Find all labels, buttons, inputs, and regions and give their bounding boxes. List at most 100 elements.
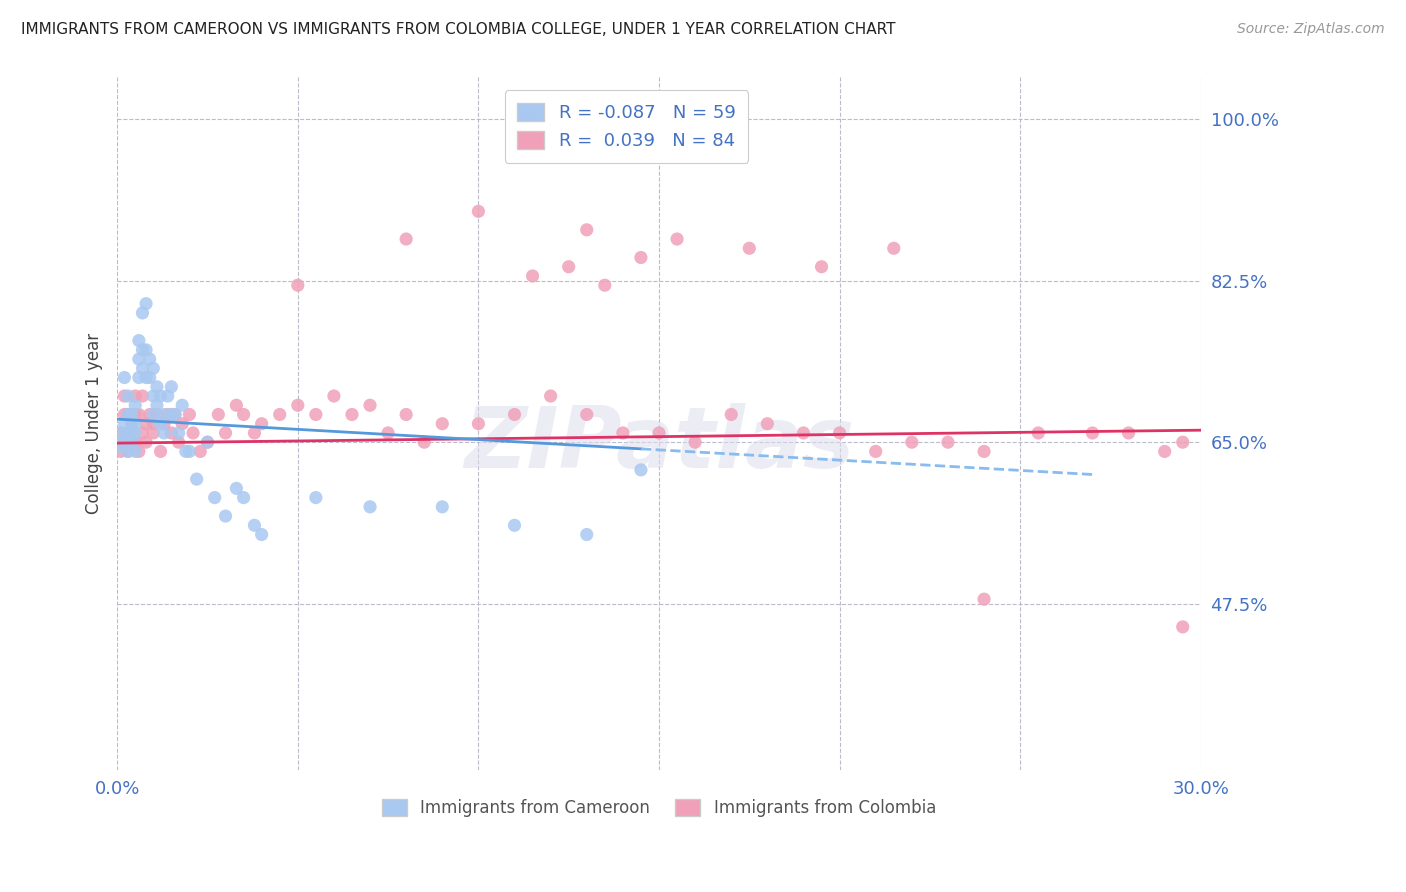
Point xyxy=(124,408,146,422)
Point xyxy=(163,408,186,422)
Point xyxy=(593,278,616,293)
Point xyxy=(377,425,399,440)
Point xyxy=(146,398,169,412)
Point xyxy=(117,389,139,403)
Point xyxy=(243,425,266,440)
Point xyxy=(305,408,328,422)
Point xyxy=(359,500,381,514)
Point xyxy=(117,444,139,458)
Point xyxy=(117,408,139,422)
Point xyxy=(179,408,201,422)
Point xyxy=(110,425,132,440)
Point xyxy=(110,425,132,440)
Point xyxy=(395,408,418,422)
Point xyxy=(305,491,328,505)
Point xyxy=(160,425,183,440)
Point xyxy=(503,518,526,533)
Point xyxy=(128,352,150,367)
Point xyxy=(197,435,219,450)
Point xyxy=(865,444,887,458)
Point xyxy=(131,361,153,376)
Y-axis label: College, Under 1 year: College, Under 1 year xyxy=(86,333,103,515)
Point xyxy=(522,268,544,283)
Point xyxy=(720,408,742,422)
Text: Source: ZipAtlas.com: Source: ZipAtlas.com xyxy=(1237,22,1385,37)
Point xyxy=(630,251,652,265)
Point xyxy=(121,435,143,450)
Point xyxy=(153,417,176,431)
Point xyxy=(163,408,186,422)
Point xyxy=(135,343,157,357)
Point xyxy=(287,278,309,293)
Point xyxy=(179,444,201,458)
Point xyxy=(167,435,190,450)
Point xyxy=(666,232,689,246)
Point xyxy=(121,417,143,431)
Point xyxy=(1026,425,1049,440)
Point xyxy=(575,223,598,237)
Point xyxy=(124,435,146,450)
Point xyxy=(214,425,236,440)
Point xyxy=(131,389,153,403)
Point xyxy=(432,500,454,514)
Point xyxy=(287,398,309,412)
Point xyxy=(243,518,266,533)
Point xyxy=(188,444,211,458)
Point xyxy=(149,417,172,431)
Point xyxy=(738,241,761,255)
Point xyxy=(156,389,179,403)
Point xyxy=(135,435,157,450)
Point xyxy=(1171,620,1194,634)
Point xyxy=(117,444,139,458)
Point xyxy=(112,417,135,431)
Point xyxy=(112,389,135,403)
Point xyxy=(142,408,165,422)
Point xyxy=(128,334,150,348)
Point xyxy=(756,417,779,431)
Point xyxy=(117,425,139,440)
Point xyxy=(232,491,254,505)
Point xyxy=(225,481,247,495)
Point xyxy=(395,232,418,246)
Point xyxy=(467,417,489,431)
Point xyxy=(181,425,204,440)
Point xyxy=(630,463,652,477)
Point xyxy=(225,398,247,412)
Point xyxy=(575,527,598,541)
Point xyxy=(973,444,995,458)
Point xyxy=(167,425,190,440)
Point xyxy=(557,260,579,274)
Point xyxy=(128,444,150,458)
Point xyxy=(250,417,273,431)
Point xyxy=(142,417,165,431)
Point xyxy=(121,425,143,440)
Point xyxy=(112,435,135,450)
Point xyxy=(124,417,146,431)
Point xyxy=(131,343,153,357)
Point xyxy=(153,425,176,440)
Point xyxy=(250,527,273,541)
Point xyxy=(467,204,489,219)
Point xyxy=(124,389,146,403)
Point xyxy=(149,444,172,458)
Point xyxy=(207,408,229,422)
Point xyxy=(1081,425,1104,440)
Point xyxy=(340,408,363,422)
Point xyxy=(186,472,208,486)
Point xyxy=(172,417,194,431)
Point xyxy=(1153,444,1175,458)
Point xyxy=(197,435,219,450)
Point xyxy=(124,444,146,458)
Point xyxy=(128,408,150,422)
Point xyxy=(121,408,143,422)
Point xyxy=(174,444,197,458)
Point xyxy=(138,408,160,422)
Point xyxy=(172,398,194,412)
Text: ZIPatlas: ZIPatlas xyxy=(464,403,853,486)
Point xyxy=(117,408,139,422)
Point xyxy=(160,408,183,422)
Point xyxy=(146,380,169,394)
Point xyxy=(128,370,150,384)
Point xyxy=(973,592,995,607)
Point xyxy=(1118,425,1140,440)
